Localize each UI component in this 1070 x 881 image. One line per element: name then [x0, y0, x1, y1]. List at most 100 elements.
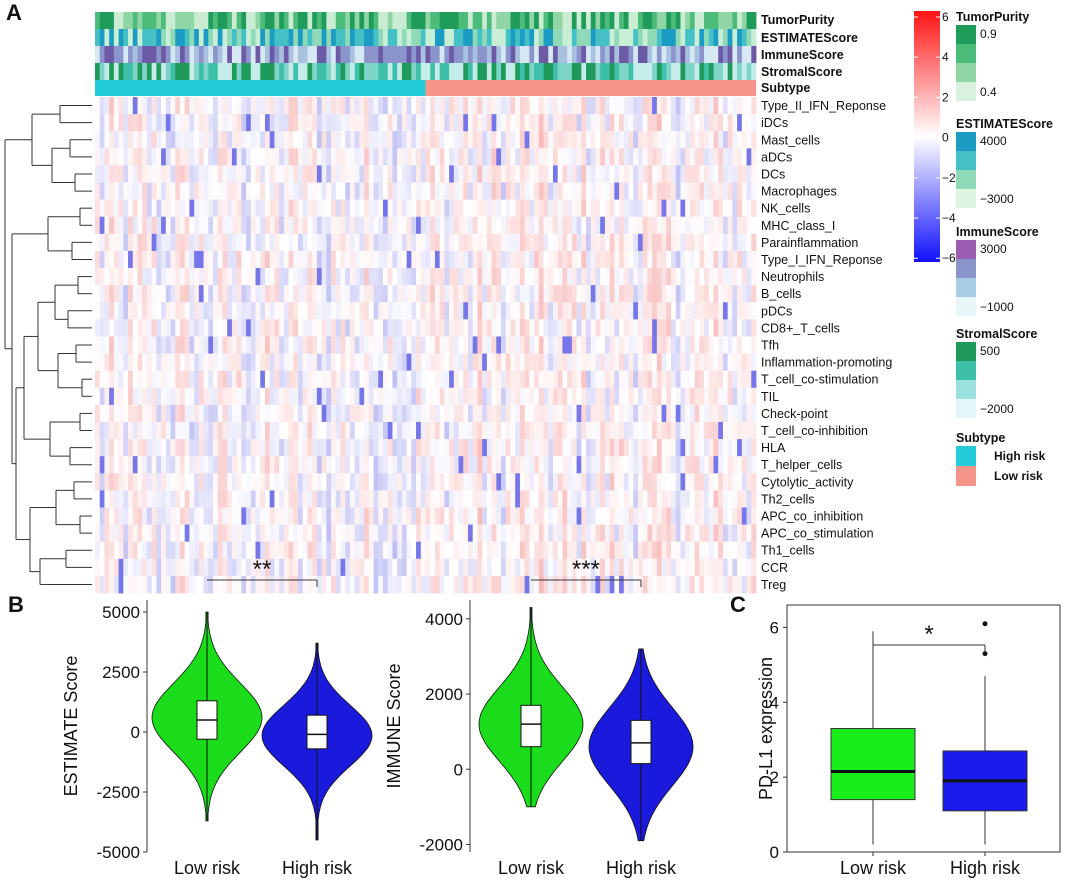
heatmap-cell: [713, 114, 719, 132]
heatmap-row-label: TIL: [761, 390, 779, 404]
plot-frame: [786, 604, 1061, 853]
heatmap-cell: [628, 473, 634, 491]
heatmap-cell: [524, 490, 530, 508]
heatmap-cell: [165, 268, 171, 286]
heatmap-cell: [387, 97, 393, 115]
heatmap-cell: [486, 148, 492, 166]
heatmap-cell: [496, 233, 502, 252]
heatmap-cell: [307, 131, 313, 149]
heatmap-cell: [534, 490, 540, 508]
heatmap-cell: [600, 97, 606, 115]
heatmap-cell: [458, 558, 464, 577]
heatmap-cell: [718, 421, 724, 440]
heatmap-cell: [156, 336, 162, 354]
annotation-cell: [444, 29, 450, 46]
heatmap-cell: [685, 558, 691, 577]
annotation-cell: [439, 12, 445, 29]
heatmap-cell: [264, 404, 271, 423]
heatmap-cell: [208, 387, 214, 406]
annotation-cell: [505, 63, 511, 80]
heatmap-cell: [529, 199, 535, 218]
heatmap-cell: [241, 97, 247, 115]
heatmap-cell: [652, 250, 658, 269]
heatmap-cell: [449, 319, 455, 337]
heatmap-cell: [472, 473, 478, 491]
annotation-cell: [482, 63, 488, 80]
annotation-cell: [217, 46, 223, 63]
heatmap-cell: [151, 353, 157, 372]
heatmap-cell: [642, 558, 648, 577]
heatmap-cell: [293, 148, 299, 166]
heatmap-cell: [718, 97, 724, 115]
heatmap-cell: [713, 97, 719, 115]
heatmap-cell: [609, 302, 615, 320]
heatmap-cell: [137, 421, 143, 440]
heatmap-cell: [264, 285, 271, 303]
heatmap-cell: [156, 541, 162, 560]
heatmap-cell: [737, 319, 743, 337]
heatmap-cell: [368, 285, 374, 303]
heatmap-cell: [491, 541, 497, 560]
heatmap-cell: [359, 97, 365, 115]
heatmap-cell: [142, 507, 148, 525]
heatmap-cell: [567, 439, 573, 457]
heatmap-cell: [184, 216, 190, 235]
heatmap-cell: [99, 456, 105, 474]
heatmap-cell: [378, 268, 384, 286]
heatmap-cell: [208, 165, 214, 183]
heatmap-cell: [246, 575, 252, 594]
heatmap-cell: [741, 268, 747, 286]
annotation-cell: [293, 29, 299, 46]
heatmap-cell: [331, 114, 337, 132]
heatmap-cell: [123, 421, 129, 440]
heatmap-cell: [623, 473, 629, 491]
heatmap-cell: [146, 182, 153, 201]
heatmap-cell: [453, 319, 459, 337]
heatmap-cell: [430, 165, 436, 183]
heatmap-cell: [208, 558, 214, 577]
heatmap-cell: [288, 404, 294, 423]
heatmap-cell: [406, 97, 412, 115]
heatmap-cell: [364, 524, 370, 543]
heatmap-cell: [378, 473, 384, 491]
heatmap-cell: [312, 558, 318, 577]
heatmap-cell: [741, 97, 747, 115]
heatmap-cell: [430, 131, 436, 149]
heatmap-cell: [269, 387, 275, 406]
annotation-cell: [392, 46, 398, 63]
heatmap-cell: [656, 216, 662, 235]
annotation-cell: [576, 12, 582, 29]
heatmap-cell: [444, 456, 450, 474]
heatmap-cell: [411, 473, 417, 491]
heatmap-cell: [298, 524, 304, 543]
heatmap-cell: [689, 456, 696, 474]
heatmap-cell: [538, 490, 544, 508]
annotation-cell: [326, 12, 332, 29]
heatmap-cell: [146, 541, 153, 560]
heatmap-cell: [552, 233, 559, 252]
heatmap-cell: [652, 421, 658, 440]
heatmap-cell: [444, 131, 450, 149]
heatmap-cell: [123, 302, 129, 320]
heatmap-cell: [99, 182, 105, 201]
heatmap-cell: [604, 421, 611, 440]
heatmap-cell: [109, 233, 115, 252]
heatmap-cell: [345, 524, 351, 543]
heatmap-cell: [373, 182, 379, 201]
heatmap-cell: [524, 387, 530, 406]
heatmap-cell: [213, 439, 219, 457]
annotation-cell: [194, 29, 200, 46]
heatmap-cell: [538, 456, 544, 474]
heatmap-cell: [109, 250, 115, 269]
heatmap-cell: [519, 302, 526, 320]
annotation-cell: [425, 46, 431, 63]
annotation-cell: [675, 46, 681, 63]
heatmap-cell: [439, 319, 445, 337]
heatmap-cell: [128, 302, 134, 320]
annotation-cell: [534, 46, 540, 63]
heatmap-cell: [538, 302, 544, 320]
heatmap-cell: [411, 233, 417, 252]
annotation-cell: [642, 12, 648, 29]
heatmap-cell: [411, 558, 417, 577]
